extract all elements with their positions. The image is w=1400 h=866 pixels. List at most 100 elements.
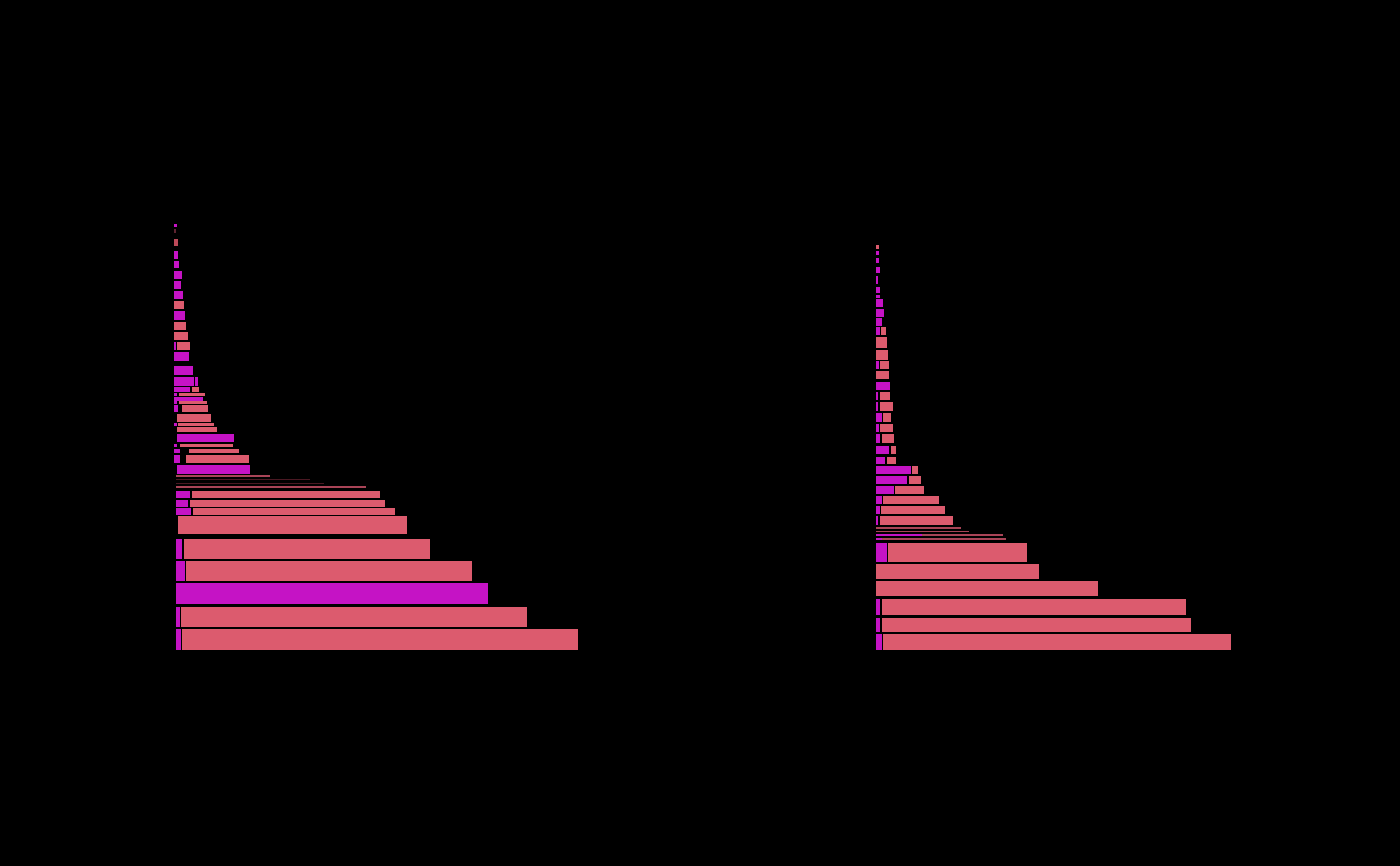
bar-segment bbox=[174, 387, 190, 392]
bar-segment bbox=[876, 423, 879, 432]
bar-segment bbox=[174, 290, 183, 299]
bar-segment bbox=[174, 228, 176, 233]
bar-segment bbox=[876, 401, 878, 411]
bar-segment bbox=[876, 505, 880, 514]
bar-segment bbox=[176, 478, 310, 481]
bar-segment bbox=[177, 341, 190, 350]
bar-segment bbox=[876, 617, 880, 632]
bar-segment bbox=[876, 250, 879, 255]
bar-segment bbox=[876, 381, 890, 390]
bar-segment bbox=[876, 275, 878, 284]
bar-segment bbox=[190, 499, 385, 507]
bar-segment bbox=[186, 561, 472, 581]
bar-segment bbox=[176, 491, 190, 498]
bar-segment bbox=[174, 400, 177, 404]
bar-segment bbox=[193, 507, 395, 515]
bar-segment bbox=[195, 376, 198, 386]
bar-segment bbox=[876, 287, 880, 293]
bar-segment bbox=[876, 336, 887, 348]
bar-segment bbox=[179, 400, 207, 404]
bar-segment bbox=[174, 270, 182, 279]
bar-segment bbox=[881, 598, 1186, 615]
bar-segment bbox=[876, 391, 878, 400]
bar-segment bbox=[178, 392, 205, 396]
bar-segment bbox=[876, 475, 907, 484]
bar-segment bbox=[176, 413, 211, 422]
bar-segment bbox=[182, 629, 578, 650]
bar-segment bbox=[174, 281, 181, 289]
bar-segment bbox=[174, 239, 178, 246]
bar-segment bbox=[176, 426, 217, 432]
bar-segment bbox=[879, 401, 893, 411]
bar-segment bbox=[876, 361, 879, 369]
bar-segment bbox=[912, 465, 918, 474]
bar-segment bbox=[876, 433, 880, 443]
bar-segment bbox=[192, 491, 380, 498]
bar-segment bbox=[174, 352, 189, 361]
bar-segment bbox=[883, 413, 891, 422]
bar-segment bbox=[176, 482, 324, 485]
bar-segment bbox=[880, 423, 893, 432]
bar-segment bbox=[188, 448, 239, 453]
bar-segment bbox=[178, 423, 214, 426]
bar-segment bbox=[879, 515, 953, 525]
bar-segment bbox=[176, 499, 188, 507]
bar-segment bbox=[178, 516, 407, 534]
bar-segment bbox=[191, 387, 199, 392]
bar-segment bbox=[895, 485, 924, 494]
bar-segment bbox=[876, 413, 882, 422]
bar-segment bbox=[876, 530, 969, 533]
bar-segment bbox=[881, 505, 945, 514]
bar-segment bbox=[174, 261, 179, 268]
bar-segment bbox=[876, 456, 885, 464]
bar-segment bbox=[876, 245, 879, 249]
bar-segment bbox=[876, 515, 878, 525]
bar-segment bbox=[876, 294, 880, 298]
bar-segment bbox=[176, 538, 182, 559]
bar-segment bbox=[876, 258, 879, 263]
bar-segment bbox=[174, 341, 176, 350]
bar-segment bbox=[174, 301, 184, 309]
bar-segment bbox=[176, 475, 270, 477]
bar-segment bbox=[876, 542, 887, 562]
bar-segment bbox=[876, 598, 880, 615]
bar-segment bbox=[174, 454, 180, 463]
bar-segment bbox=[876, 538, 882, 540]
bar-segment bbox=[185, 454, 249, 463]
bar-segment bbox=[174, 251, 178, 259]
bar-segment bbox=[174, 366, 193, 375]
bar-segment bbox=[876, 485, 894, 494]
bar-segment bbox=[876, 581, 1098, 596]
bar-segment bbox=[176, 486, 366, 488]
bar-segment bbox=[183, 538, 430, 559]
bar-segment bbox=[876, 465, 911, 474]
bar-segment bbox=[176, 433, 234, 442]
bar-segment bbox=[876, 445, 889, 454]
bar-segment bbox=[881, 617, 1191, 632]
bar-segment bbox=[883, 495, 939, 504]
bar-segment bbox=[174, 392, 177, 396]
bar-segment bbox=[174, 405, 178, 412]
bar-segment bbox=[876, 318, 882, 326]
bar-segment bbox=[876, 564, 1039, 579]
bar-segment bbox=[922, 534, 1003, 536]
bar-segment bbox=[888, 542, 1027, 562]
bar-segment bbox=[880, 391, 890, 400]
bar-segment bbox=[876, 534, 922, 536]
bar-segment bbox=[876, 495, 882, 504]
bar-segment bbox=[876, 327, 880, 335]
bar-segment bbox=[881, 433, 894, 443]
bar-segment bbox=[179, 443, 233, 447]
bar-segment bbox=[176, 464, 250, 474]
bar-segment bbox=[876, 527, 961, 529]
bar-segment bbox=[174, 311, 185, 320]
bar-segment bbox=[909, 475, 921, 484]
bar-segment bbox=[182, 405, 208, 412]
bar-segment bbox=[174, 443, 177, 447]
bar-segment bbox=[174, 396, 203, 401]
bar-segment bbox=[176, 507, 191, 515]
bar-segment bbox=[174, 321, 186, 330]
bar-segment bbox=[876, 267, 880, 273]
bar-segment bbox=[174, 423, 177, 426]
